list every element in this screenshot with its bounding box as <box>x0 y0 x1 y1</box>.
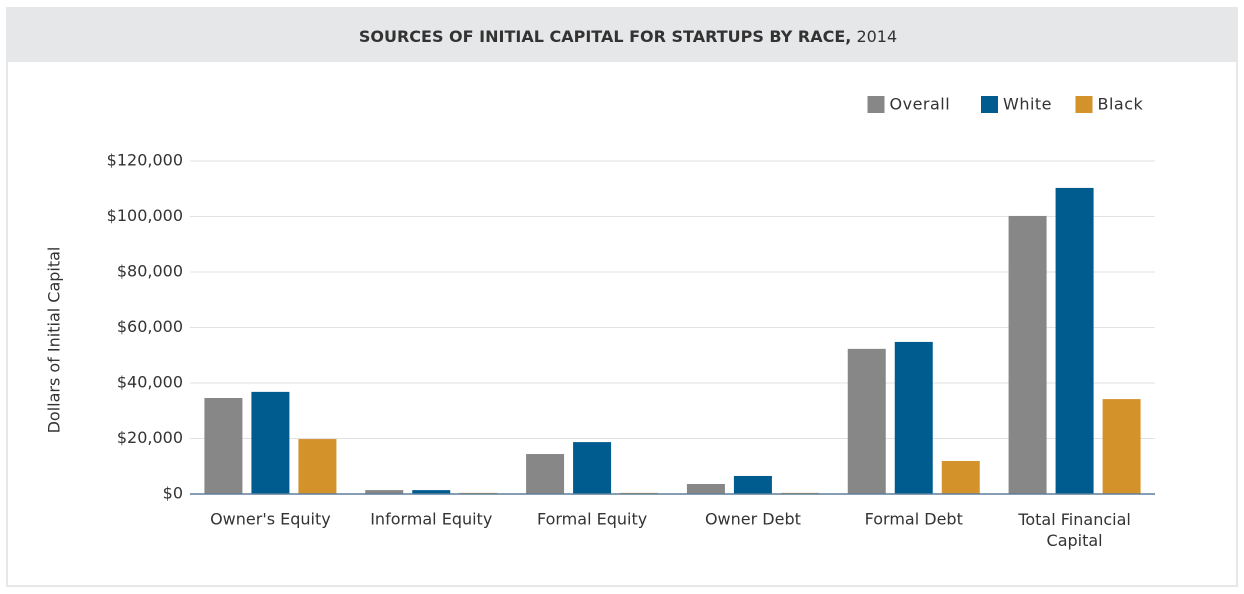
chart-title-group: SOURCES OF INITIAL CAPITAL FOR STARTUPS … <box>359 27 897 46</box>
bar <box>733 475 772 494</box>
x-tick-label: Total Financial Capital <box>1017 510 1131 550</box>
bar <box>894 341 933 494</box>
y-tick-label: $20,000 <box>117 428 183 447</box>
bar <box>847 348 886 494</box>
y-tick-label: $80,000 <box>117 262 183 281</box>
chart-title: SOURCES OF INITIAL CAPITAL FOR STARTUPS … <box>359 27 852 46</box>
legend-swatch <box>867 96 885 113</box>
chart-subtitle: 2014 <box>856 27 897 46</box>
bar <box>1102 399 1141 494</box>
y-axis-label: Dollars of Initial Capital <box>45 247 64 434</box>
y-tick-label: $60,000 <box>117 317 183 336</box>
legend-swatch <box>981 96 998 113</box>
legend-label: Black <box>1098 95 1144 114</box>
bar <box>365 490 404 494</box>
legend-label: Overall <box>890 95 951 114</box>
bar <box>1008 215 1047 494</box>
bar <box>941 460 980 494</box>
x-tick-label: Owner Debt <box>705 510 801 529</box>
bar <box>573 442 612 494</box>
x-tick-label-line: Total Financial <box>1017 510 1131 529</box>
bar <box>1055 187 1094 495</box>
bar <box>251 391 290 494</box>
header-band <box>7 8 1237 62</box>
frame <box>6 7 1238 587</box>
legend-label: White <box>1003 95 1052 114</box>
x-tick-label-line: Capital <box>1047 531 1103 550</box>
x-tick-label: Informal Equity <box>370 510 492 529</box>
x-tick-label: Formal Equity <box>537 510 647 529</box>
bar <box>298 439 337 494</box>
bar <box>204 397 243 494</box>
legend-swatch <box>1075 96 1093 113</box>
bar <box>412 490 451 494</box>
y-tick-label: $120,000 <box>107 151 183 170</box>
x-tick-label: Owner's Equity <box>210 510 331 529</box>
y-tick-label: $100,000 <box>107 206 183 225</box>
bar <box>526 454 565 494</box>
x-tick-label: Formal Debt <box>865 510 963 529</box>
y-tick-label: $40,000 <box>117 373 183 392</box>
bar <box>686 484 725 494</box>
y-tick-label: $0 <box>163 484 183 503</box>
